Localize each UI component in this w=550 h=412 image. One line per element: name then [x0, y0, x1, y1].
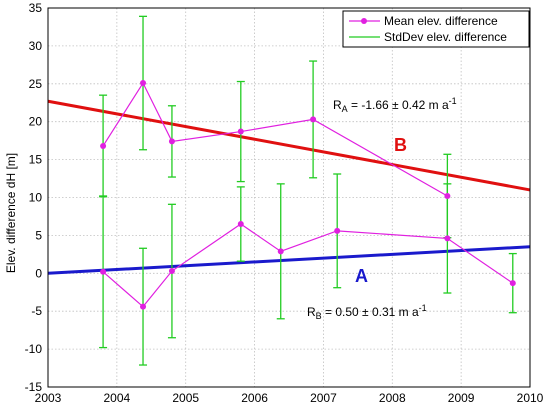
mean-point-A [100, 268, 107, 275]
x-tick-label: 2007 [310, 391, 337, 405]
trend-lines [47, 99, 531, 275]
x-tick-label: 2005 [172, 391, 199, 405]
mean-point-A [277, 248, 284, 255]
y-tick-label: 15 [29, 153, 43, 167]
rate-A-value: = -1.66 ± 0.42 m a [348, 98, 449, 112]
y-tick-label: 10 [29, 191, 43, 205]
label-A: A [355, 266, 368, 286]
trend-line-B [47, 99, 531, 192]
legend-entry-mean: Mean elev. difference [384, 14, 498, 28]
plot-frame [47, 7, 531, 388]
legend: Mean elev. difference StdDev elev. diffe… [342, 10, 530, 48]
grid-lines [47, 7, 531, 388]
x-tick-label: 2010 [517, 391, 544, 405]
mean-point-A [237, 221, 244, 228]
rate-B-prefix: R [307, 305, 316, 319]
x-tick-label: 2003 [35, 391, 62, 405]
mean-point-A [444, 235, 451, 242]
rate-A-subscript: A [342, 104, 348, 114]
y-tick-label: 20 [29, 115, 43, 129]
mean-point-B [310, 116, 317, 123]
y-tick-label: -5 [31, 304, 42, 318]
y-tick-label: 30 [29, 39, 43, 53]
x-tick-label: 2009 [448, 391, 475, 405]
rate-B-superscript: -1 [419, 303, 427, 313]
rate-B-annotation: RB = 0.50 ± 0.31 m a-1 [307, 303, 427, 321]
mean-line-A [102, 223, 514, 308]
y-tick-label: -15 [25, 380, 43, 394]
mean-point-B [168, 138, 175, 145]
mean-point-A [140, 303, 147, 310]
legend-mean-marker [361, 18, 367, 24]
x-tick-label: 2006 [241, 391, 268, 405]
legend-box [342, 10, 530, 48]
rate-B-subscript: B [316, 311, 322, 321]
y-tick-label: 5 [35, 228, 42, 242]
mean-point-A [334, 227, 341, 234]
mean-line-B [102, 81, 448, 197]
label-B: B [394, 135, 407, 155]
rate-A-annotation: RA = -1.66 ± 0.42 m a-1 [333, 96, 457, 114]
trend-line-A [47, 245, 531, 275]
x-tick-label: 2004 [104, 391, 131, 405]
x-tick-label: 2008 [379, 391, 406, 405]
mean-point-A [168, 268, 175, 275]
legend-entry-stddev: StdDev elev. difference [384, 30, 507, 44]
y-tick-label: 25 [29, 77, 43, 91]
y-tick-label: 35 [29, 1, 43, 15]
mean-point-B [140, 80, 147, 87]
y-tick-label: -10 [25, 342, 43, 356]
y-axis-label: Elev. difference dH [m] [4, 153, 18, 273]
mean-point-A [509, 280, 516, 287]
mean-point-B [444, 192, 451, 199]
mean-series [100, 80, 516, 310]
mean-point-B [237, 128, 244, 135]
rate-A-prefix: R [333, 98, 342, 112]
rate-B-value: = 0.50 ± 0.31 m a [322, 305, 419, 319]
x-tick-labels: 2003 2004 2005 2006 2007 2008 2009 2010 [35, 391, 544, 405]
rate-A-superscript: -1 [449, 96, 457, 106]
mean-point-B [100, 142, 107, 149]
y-tick-labels: -15 -10 -5 0 5 10 15 20 25 30 35 [25, 1, 43, 394]
y-tick-label: 0 [35, 266, 42, 280]
